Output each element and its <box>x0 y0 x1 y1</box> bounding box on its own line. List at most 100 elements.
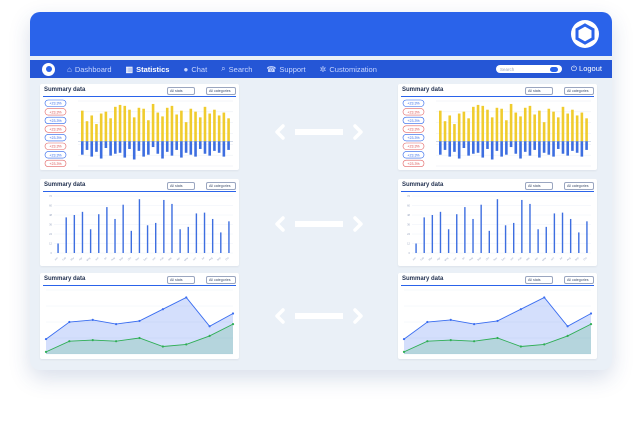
y-tick-label: 12 <box>49 242 52 246</box>
data-bar <box>211 218 214 253</box>
x-tick-label: Nov <box>493 256 499 262</box>
data-bar <box>521 199 523 253</box>
negative-bar <box>90 141 94 157</box>
data-point <box>496 319 499 323</box>
panel-title: Summary data <box>44 87 86 93</box>
categories-select[interactable]: All categories <box>564 276 594 284</box>
stats-select[interactable]: All stats <box>525 276 553 284</box>
negative-bar <box>142 141 145 157</box>
data-point <box>231 312 235 315</box>
data-point <box>208 334 211 337</box>
negative-bar <box>472 141 475 154</box>
positive-bar <box>509 103 513 142</box>
data-bar <box>228 221 230 253</box>
negative-bar <box>128 141 131 149</box>
logout-button[interactable]: ⏻ Logout <box>571 64 602 73</box>
x-tick-label: Mar <box>168 256 173 261</box>
data-point <box>185 296 188 299</box>
categories-select[interactable]: All categories <box>206 276 236 284</box>
data-bar <box>138 199 141 253</box>
search-button-icon[interactable] <box>550 66 559 72</box>
panel-divider <box>401 96 594 97</box>
x-tick-label: Aug <box>469 256 475 262</box>
positive-bar <box>184 122 188 142</box>
categories-select[interactable]: All categories <box>564 182 594 190</box>
negative-bar <box>109 141 112 156</box>
x-tick-label: Jun <box>95 256 100 261</box>
positive-bar <box>175 114 178 142</box>
negative-bar <box>213 141 216 151</box>
data-bar <box>439 211 442 253</box>
positive-bar <box>165 107 169 142</box>
power-icon: ⏻ <box>571 64 580 73</box>
data-point <box>138 319 141 323</box>
stats-select[interactable]: All stats <box>167 182 195 190</box>
nav-customization[interactable]: ✲ Customization <box>319 64 377 74</box>
y-tick-label: 72 <box>407 194 410 198</box>
main-navigation: ⌂ Dashboard ▥ Statistics ● Chat ⌕ Search ☎ Su… <box>30 60 612 78</box>
change-badge-text: +23.3% <box>407 102 420 106</box>
data-point <box>473 340 476 343</box>
nav-right-group: Search ⏻ Logout <box>496 64 602 74</box>
stats-select[interactable]: All stats <box>167 276 195 284</box>
change-badge <box>402 116 425 125</box>
data-point <box>138 336 141 340</box>
nav-chat[interactable]: ● Chat <box>183 64 208 74</box>
positive-bar <box>566 113 570 142</box>
x-tick-label: Apr <box>176 256 181 261</box>
positive-bar <box>495 107 499 142</box>
app-logo-icon <box>571 20 599 48</box>
categories-select[interactable]: All categories <box>564 87 594 95</box>
change-badge-text: +23.3% <box>407 145 420 149</box>
data-point <box>543 343 546 346</box>
negative-bar <box>104 141 108 149</box>
negative-bar <box>500 141 503 157</box>
change-badge <box>402 134 425 142</box>
stats-select[interactable]: All stats <box>525 87 553 95</box>
x-tick-label: Feb <box>420 256 426 262</box>
y-tick-label: 60 <box>49 204 52 208</box>
gear-icon: ✲ <box>319 64 327 74</box>
categories-select[interactable]: All categories <box>206 182 236 190</box>
user-avatar[interactable] <box>42 62 55 76</box>
categories-select[interactable]: All categories <box>206 87 236 95</box>
data-point <box>115 323 118 326</box>
data-bar <box>81 211 84 253</box>
x-tick-label: Aug <box>208 256 214 262</box>
data-bar <box>537 229 539 253</box>
negative-bar <box>175 141 178 150</box>
positive-bar <box>500 108 503 142</box>
data-point <box>185 343 188 346</box>
y-tick-label: 36 <box>49 223 52 227</box>
summary-panel-right-3: Summary data All stats All categories <box>398 273 597 359</box>
nav-statistics[interactable]: ▥ Statistics <box>125 64 170 74</box>
positive-bar <box>476 104 480 142</box>
y-tick-label: 36 <box>407 223 410 227</box>
data-point <box>426 320 429 324</box>
panel-divider <box>401 191 594 192</box>
nav-support[interactable]: ☎ Support <box>266 64 306 74</box>
chat-icon: ● <box>183 64 189 74</box>
nav-search[interactable]: ⌕ Search <box>221 64 253 74</box>
positive-bar <box>575 115 579 142</box>
change-badge-text: +23.3% <box>49 119 62 123</box>
diverging-bar-chart: +23.3% +23.3% +23.3% +23.3% +23.3% +23.3% +23.… <box>402 99 591 168</box>
data-point <box>449 339 452 342</box>
positive-bar <box>571 109 574 142</box>
negative-bar <box>95 141 98 152</box>
data-bar <box>529 203 531 253</box>
stats-select[interactable]: All stats <box>525 182 553 190</box>
x-tick-label: Jun <box>453 256 458 261</box>
data-point <box>91 339 94 342</box>
negative-bar <box>227 141 230 150</box>
positive-bar <box>109 118 112 142</box>
negative-bar <box>561 141 565 154</box>
support-icon: ☎ <box>266 64 277 74</box>
nav-dashboard[interactable]: ⌂ Dashboard <box>67 64 112 74</box>
sync-arrow-row-2[interactable] <box>274 216 364 232</box>
search-input[interactable]: Search <box>496 65 563 73</box>
negative-bar <box>123 141 127 158</box>
sync-arrow-row-1[interactable] <box>274 124 364 140</box>
sync-arrow-row-3[interactable] <box>274 308 364 324</box>
stats-select[interactable]: All stats <box>167 87 195 95</box>
